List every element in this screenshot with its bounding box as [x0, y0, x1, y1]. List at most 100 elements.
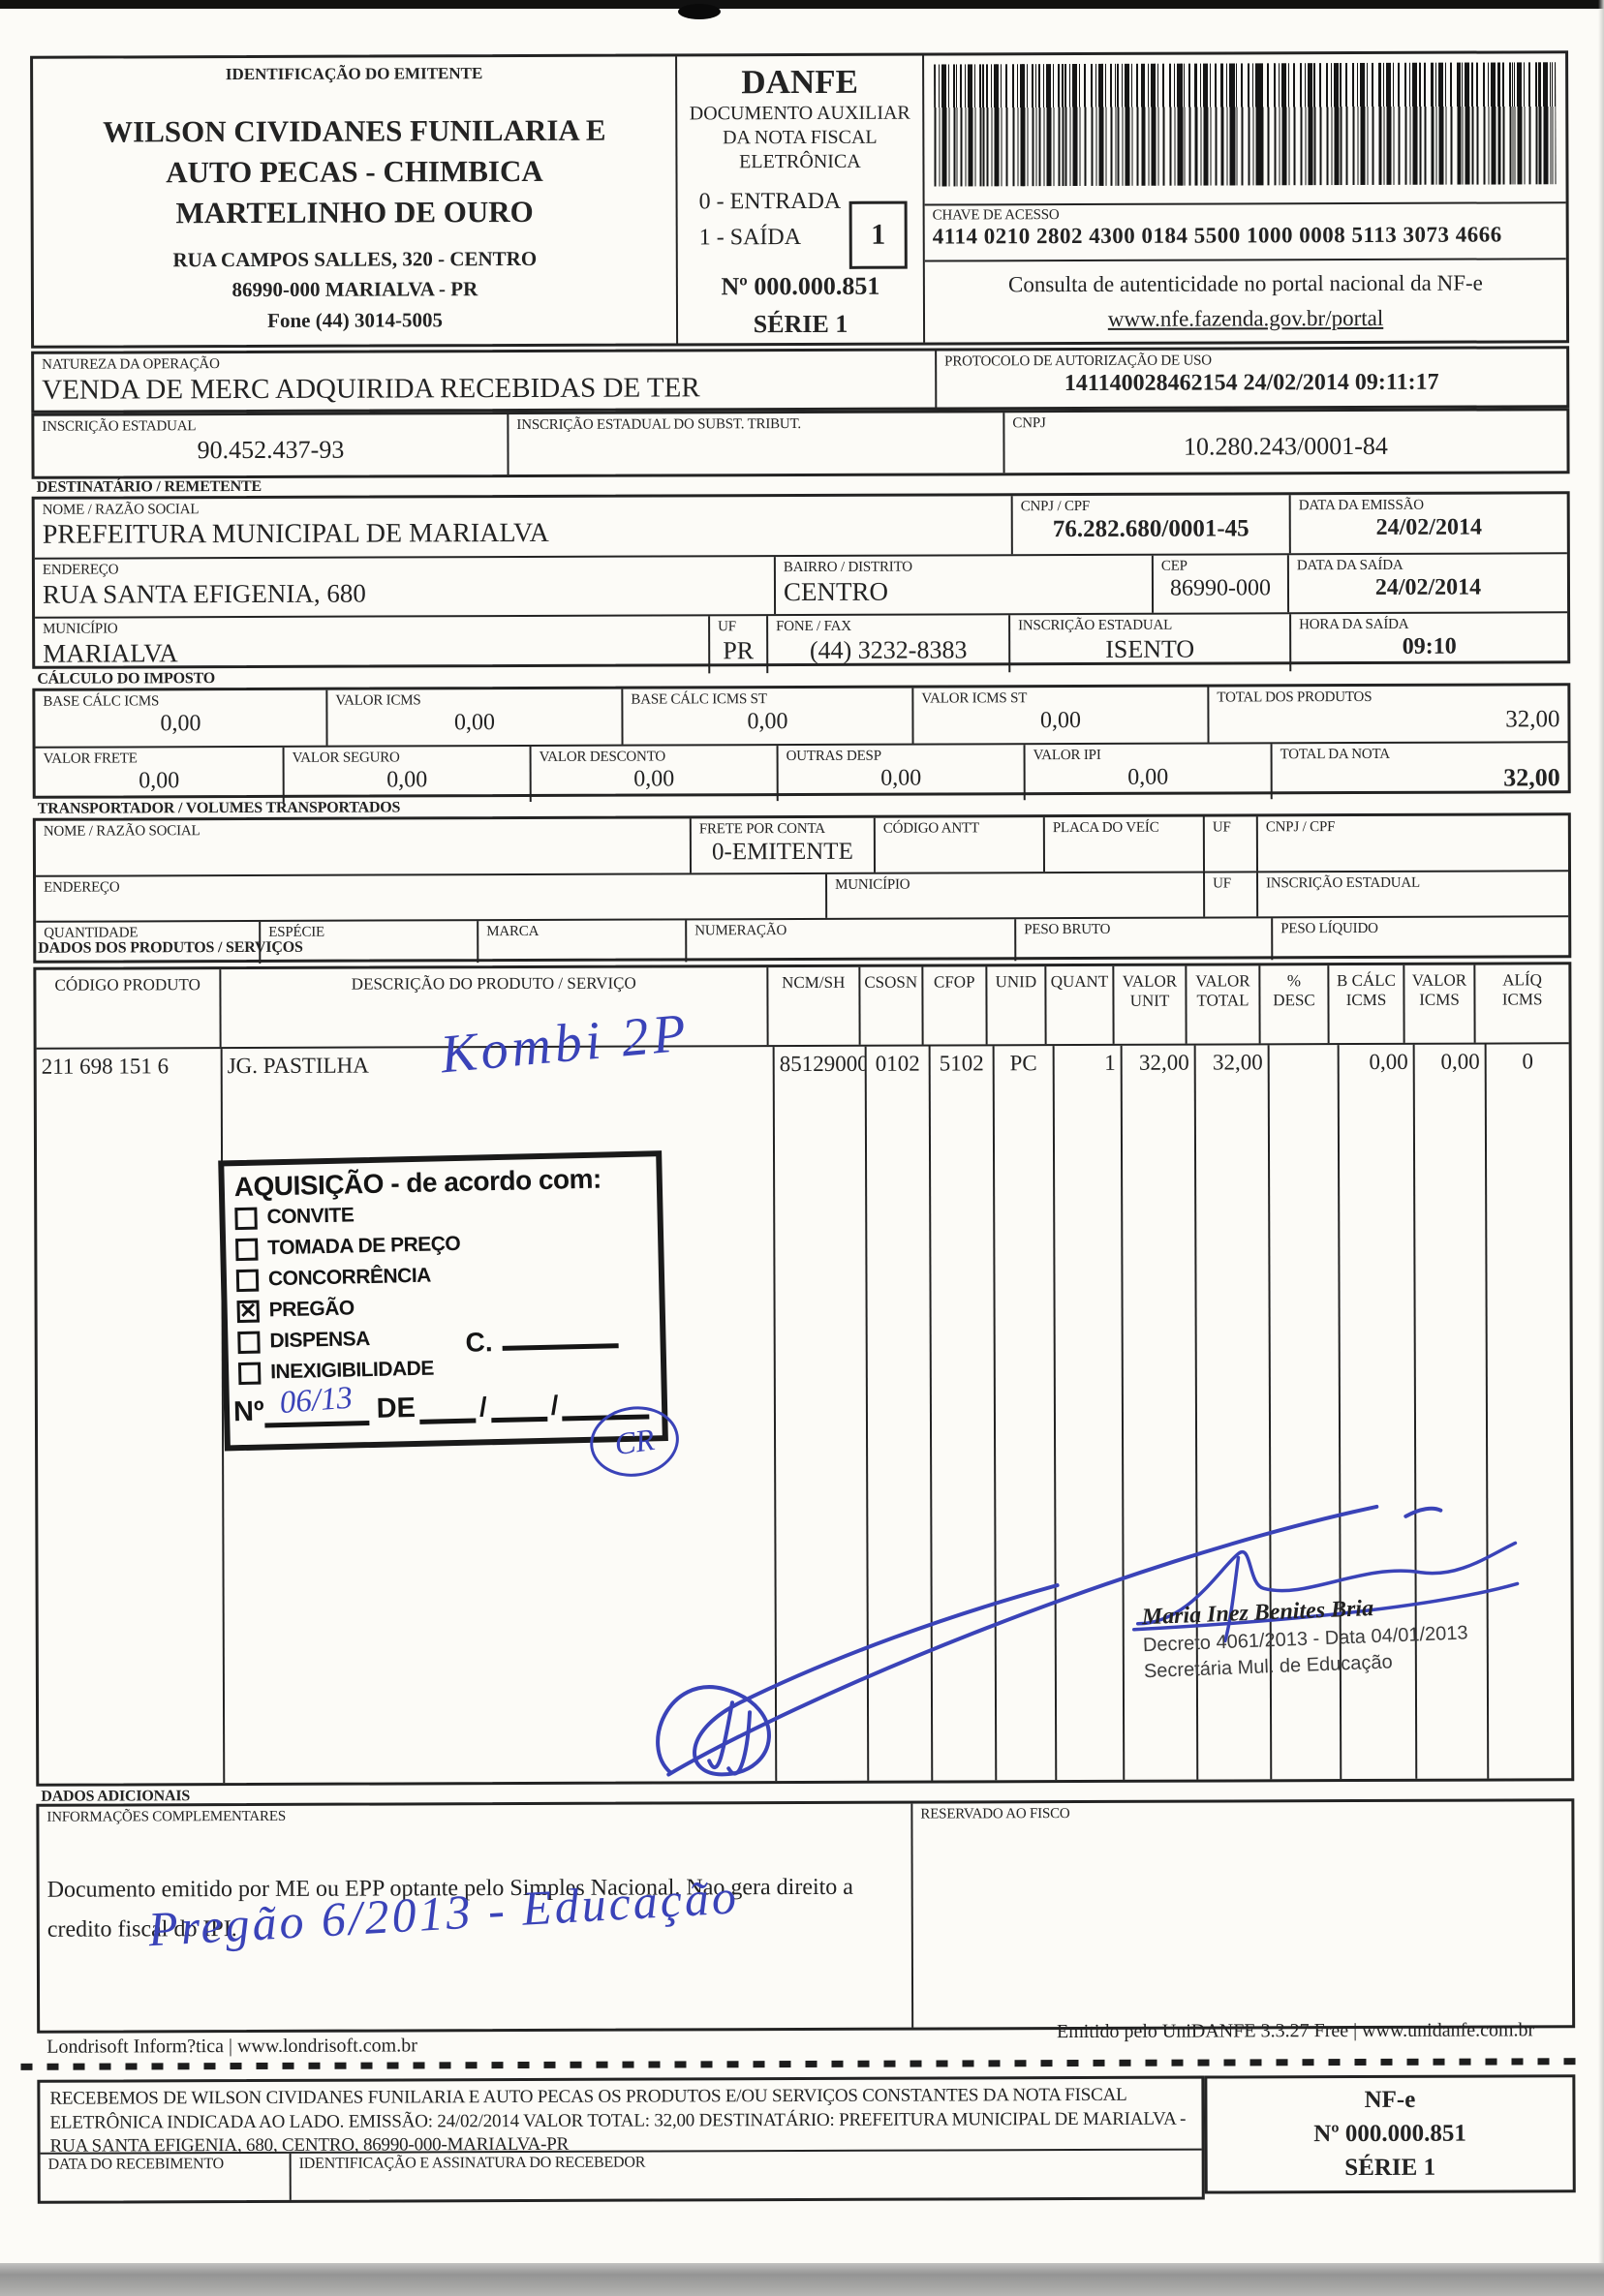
checkbox-pregao-checked: ✕ — [236, 1299, 260, 1323]
footer-software-credit: Londrisoft Inform?tica | www.londrisoft.… — [46, 2035, 417, 2058]
stub-nfe-numero: Nº 000.000.851 — [1313, 2120, 1466, 2148]
total-produtos-value: 32,00 — [1505, 706, 1560, 733]
danfe-block: DANFE DOCUMENTO AUXILIAR DA NOTA FISCAL … — [675, 55, 924, 344]
assinatura-recebedor-cell: IDENTIFICAÇÃO E ASSINATURA DO RECEBEDOR — [289, 2150, 1202, 2200]
dest-cnpj-value: 76.282.680/0001-45 — [1052, 515, 1249, 543]
danfe-numero: Nº 000.000.851 — [721, 272, 880, 301]
emitter-address: RUA CAMPOS SALLES, 320 - CENTRO 86990-00… — [172, 246, 538, 332]
transp-cnpj-value — [1266, 837, 1560, 838]
tear-line — [20, 2058, 1586, 2070]
placa-value — [1053, 838, 1195, 839]
emitter-section-label: IDENTIFICAÇÃO DO EMITENTE — [225, 64, 483, 84]
recebemos-text: RECEBEMOS DE WILSON CIVIDANES FUNILARIA … — [49, 2084, 1187, 2158]
reservado-fisco-cell: RESERVADO AO FISCO — [910, 1801, 1573, 2028]
bc-icms-value: 0,00 — [160, 711, 201, 737]
natureza-label: NATUREZA DA OPERAÇÃO — [42, 356, 220, 373]
scanner-edge-top — [0, 0, 1604, 19]
registration-row: INSCRIÇÃO ESTADUAL 90.452.437-93 INSCRIÇ… — [31, 408, 1570, 479]
checkbox-convite — [234, 1207, 258, 1230]
dest-ie-cell: INSCRIÇÃO ESTADUAL ISENTO — [1008, 614, 1290, 673]
ie-cell: INSCRIÇÃO ESTADUAL 90.452.437-93 — [34, 414, 507, 476]
ie-label: INSCRIÇÃO ESTADUAL — [42, 418, 197, 435]
dest-hora-value: 09:10 — [1402, 633, 1457, 660]
imposto-section-label: CÁLCULO DO IMPOSTO — [37, 670, 216, 688]
checkbox-inexigibilidade — [237, 1362, 262, 1385]
access-key-label: CHAVE DE ACESSO — [932, 207, 1060, 224]
scanner-edge-right — [1598, 0, 1604, 2296]
dest-fone-value: (44) 3232-8383 — [809, 635, 968, 665]
barcode — [934, 62, 1557, 187]
stub-nfe-box: NF-e Nº 000.000.851 SÉRIE 1 — [1204, 2074, 1576, 2194]
barcode-block: CHAVE DE ACESSO 4114 0210 2802 4300 0184… — [922, 53, 1567, 343]
dest-endereco-value: RUA SANTA EFIGENIA, 680 — [42, 578, 366, 609]
checkbox-concorrencia — [235, 1269, 260, 1292]
transp-ie-value — [1266, 893, 1560, 894]
seguro-value: 0,00 — [386, 767, 428, 793]
danfe-subtitle: DOCUMENTO AUXILIAR DA NOTA FISCAL ELETRÔ… — [689, 102, 910, 173]
cnpj-cell: CNPJ 10.280.243/0001-84 — [1002, 411, 1567, 474]
dest-municipio-cell: MUNICÍPIO MARIALVA — [35, 616, 708, 675]
dest-cep-value: 86990-000 — [1169, 575, 1272, 601]
checkbox-dispensa — [237, 1331, 261, 1354]
receipt-stub: RECEBEMOS DE WILSON CIVIDANES FUNILARIA … — [37, 2075, 1205, 2204]
access-key-value: 4114 0210 2802 4300 0184 5500 1000 0008 … — [932, 222, 1502, 249]
bc-icms-st-value: 0,00 — [747, 709, 788, 735]
dest-ie-value: ISENTO — [1105, 634, 1195, 664]
dest-bairro-cell: BAIRRO / DISTRITO CENTRO — [773, 555, 1153, 615]
dest-saida-value: 24/02/2014 — [1374, 574, 1482, 601]
stamp-c-line: C. — [465, 1324, 619, 1359]
natureza-value: VENDA DE MERC ADQUIRIDA RECEBIDAS DE TER — [42, 372, 700, 406]
dest-endereco-cell: ENDEREÇO RUA SANTA EFIGENIA, 680 — [35, 557, 774, 617]
dest-cep-cell: CEP 86990-000 — [1151, 555, 1288, 613]
produtos-section-label: DADOS DOS PRODUTOS / SERVIÇOS — [38, 938, 303, 957]
destinatario-section: NOME / RAZÃO SOCIAL PREFEITURA MUNICIPAL… — [31, 491, 1571, 676]
danfe-title: DANFE — [741, 62, 859, 102]
dest-nome-value: PREFEITURA MUNICIPAL DE MARIALVA — [42, 518, 549, 550]
imposto-section: BASE CÁLC ICMS 0,00 VALOR ICMS 0,00 BASE C… — [32, 683, 1571, 804]
footer-unidanfe-credit: Emitido pelo UniDANFE 3.3.27 Free | www.… — [1056, 2019, 1535, 2043]
produtos-header-row: CÓDIGO PRODUTO DESCRIÇÃO DO PRODUTO / SE… — [36, 964, 1569, 1048]
stub-nfe-title: NF-e — [1364, 2087, 1416, 2114]
numeracao-value — [694, 940, 1006, 941]
checkbox-tomada — [235, 1238, 259, 1261]
dest-emissao-cell: DATA DA EMISSÃO 24/02/2014 — [1288, 494, 1567, 554]
antt-value — [883, 838, 1035, 839]
dest-uf-value: PR — [723, 636, 755, 665]
scanner-edge-bottom — [0, 2263, 1604, 2296]
sefaz-text: ou no site da Sefaz Autorizadora — [925, 335, 1566, 342]
natureza-cell: NATUREZA DA OPERAÇÃO VENDA DE MERC ADQUI… — [34, 352, 935, 411]
stub-nfe-serie: SÉRIE 1 — [1344, 2154, 1436, 2181]
dest-hora-cell: HORA DA SAÍDA 09:10 — [1289, 613, 1568, 672]
consulta-block: Consulta de autenticidade no portal naci… — [925, 260, 1566, 343]
operation-row: NATUREZA DA OPERAÇÃO VENDA DE MERC ADQUI… — [31, 346, 1570, 413]
emitter-name: WILSON CIVIDANES FUNILARIA E AUTO PECAS … — [103, 112, 606, 230]
peso-liquido-value — [1280, 938, 1560, 939]
danfe-serie: SÉRIE 1 — [753, 310, 848, 339]
destinatario-section-label: DESTINATÁRIO / REMETENTE — [36, 477, 262, 496]
handwritten-stamp-number: 06/13 — [278, 1380, 355, 1422]
data-recebimento-cell: DATA DO RECEBIMENTO — [47, 2156, 224, 2173]
protocolo-value: 141140028462154 24/02/2014 09:11:17 — [1064, 369, 1439, 397]
signature-name-stamp: Maria Inez Benites Bria Decreto 4061/201… — [1141, 1591, 1502, 1683]
consulta-text: Consulta de autenticidade no portal naci… — [1007, 270, 1483, 297]
acquisition-stamp: AQUISIÇÃO - de acordo com: CONVITE TOMAD… — [218, 1150, 668, 1452]
marca-value — [486, 941, 677, 942]
v-icms-st-value: 0,00 — [1039, 708, 1082, 734]
frete-value: 0,00 — [139, 768, 180, 794]
dest-emissao-value: 24/02/2014 — [1375, 514, 1482, 541]
ie-subst-cell: INSCRIÇÃO ESTADUAL DO SUBST. TRIBUT. — [507, 413, 1003, 475]
protocolo-cell: PROTOCOLO DE AUTORIZAÇÃO DE USO 14114002… — [935, 349, 1567, 408]
total-nota-value: 32,00 — [1503, 763, 1560, 792]
ipi-value: 0,00 — [1127, 764, 1169, 791]
desconto-value: 0,00 — [633, 766, 675, 792]
scan-artifact — [678, 4, 721, 19]
dest-cnpj-cell: CNPJ / CPF 76.282.680/0001-45 — [1010, 495, 1289, 555]
danfe-tipo-box: 1 — [848, 200, 908, 269]
frete-por-conta-value: 0-EMITENTE — [711, 839, 853, 866]
ie-value: 90.452.437-93 — [197, 435, 345, 465]
portal-link: www.nfe.fazenda.gov.br/portal — [1107, 305, 1384, 331]
ie-subst-label: INSCRIÇÃO ESTADUAL DO SUBST. TRIBUT. — [516, 415, 801, 434]
transportador-section-label: TRANSPORTADOR / VOLUMES TRANSPORTADOS — [37, 799, 401, 817]
